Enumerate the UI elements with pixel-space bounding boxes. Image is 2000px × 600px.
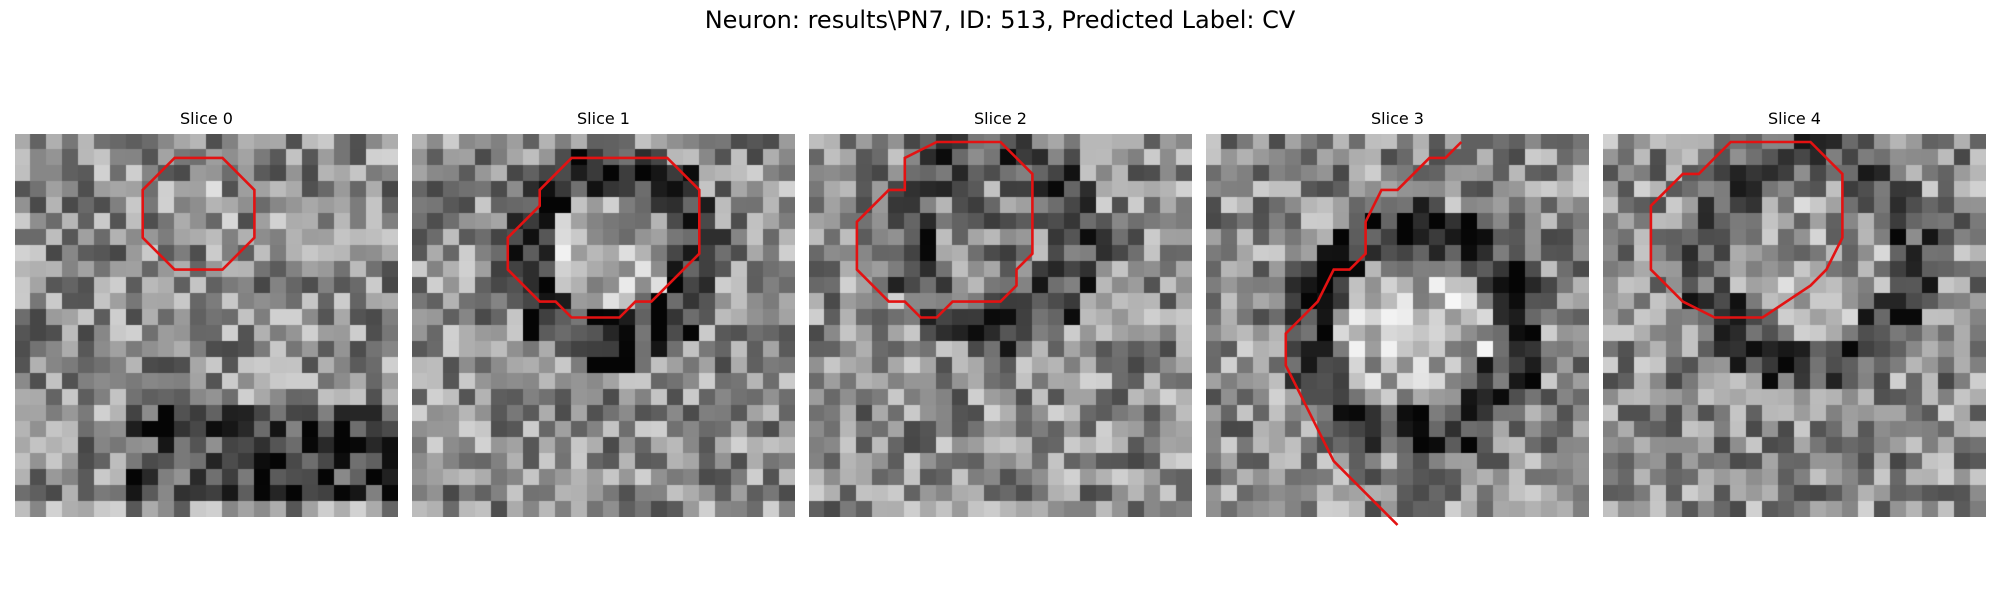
neuron-contour [141, 156, 256, 271]
slice-title: Slice 4 [1768, 109, 1821, 128]
slice-image [1603, 134, 1986, 517]
neuron-contour [506, 156, 701, 319]
slice-title: Slice 2 [974, 109, 1027, 128]
contour-overlay [855, 140, 1034, 319]
slice-image [15, 134, 398, 517]
slice-image [412, 134, 795, 517]
contour-overlay [141, 156, 256, 271]
neuron-contour [1649, 140, 1844, 319]
slice-image [809, 134, 1192, 517]
neuron-contour [855, 140, 1034, 319]
slice-title: Slice 0 [180, 109, 233, 128]
contour-overlay [506, 156, 701, 319]
slice-title: Slice 1 [577, 109, 630, 128]
slice-title: Slice 3 [1371, 109, 1424, 128]
slice-image [1206, 134, 1589, 517]
figure-title: Neuron: results\PN7, ID: 513, Predicted … [704, 6, 1296, 34]
contour-overlay [1284, 141, 1463, 526]
contour-overlay [1649, 140, 1844, 319]
neuron-contour [1284, 141, 1463, 526]
